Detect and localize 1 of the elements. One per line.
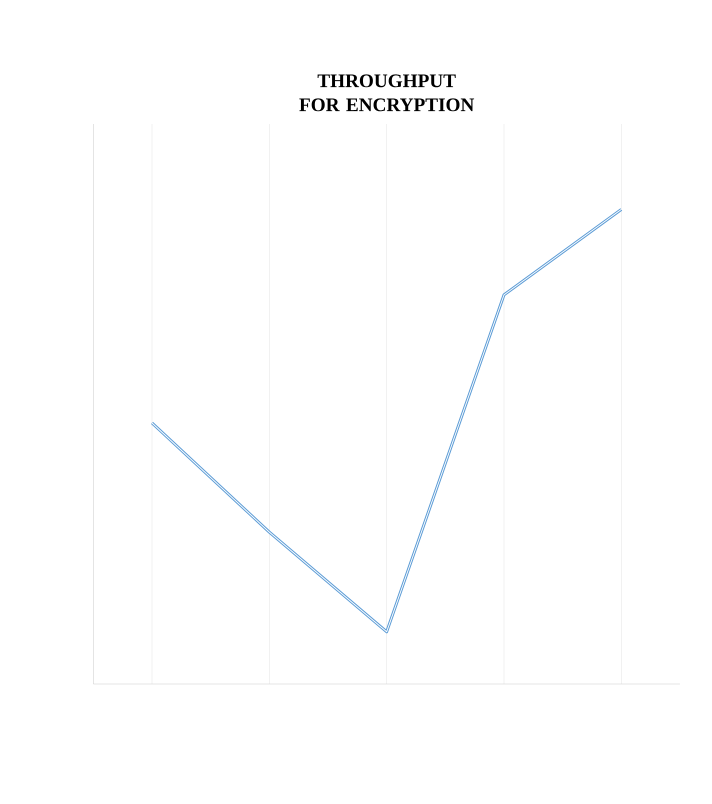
chart-title: THROUGHPUT FOR ENCRYPTION (299, 74, 474, 112)
